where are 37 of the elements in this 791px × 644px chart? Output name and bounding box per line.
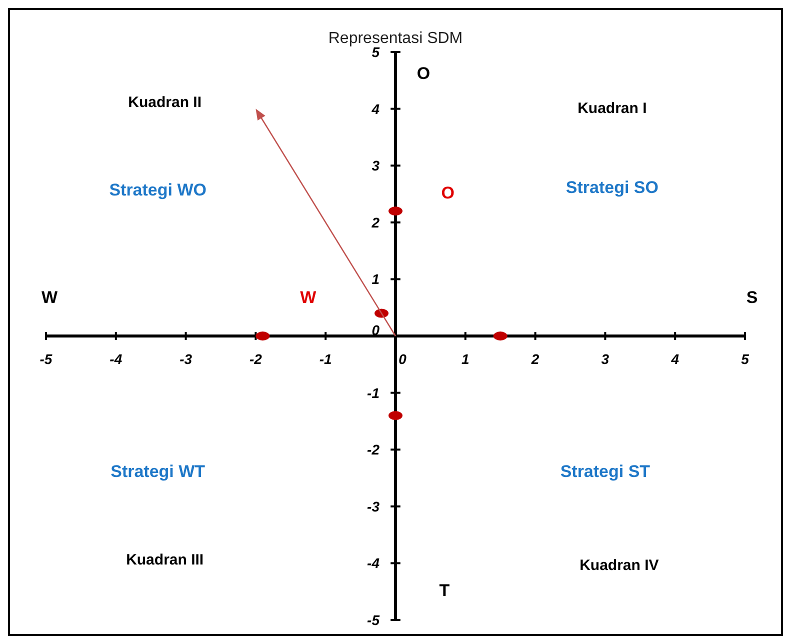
y-tick-label: -5 [367,612,380,628]
annotation: W [41,288,58,307]
x-tick-label: -3 [180,351,192,367]
chart-title: Representasi SDM [327,30,464,47]
annotation: W [300,288,318,307]
y-tick-label: -3 [367,498,380,514]
annotation: Kuadran II [128,94,202,112]
y-tick-label: -1 [367,384,380,401]
x-tick-label: 4 [670,351,680,367]
annotation: Kuadran III [126,551,204,568]
annotation: Strategi SO [566,178,658,197]
text: S [746,288,758,307]
annotation: O [441,183,455,202]
x-tick-label: 2 [530,351,540,367]
annotation: O [416,64,430,84]
x-tick-label: 3 [601,351,610,367]
y-tick-label: 2 [370,214,380,230]
x-tick-label: 5 [741,351,750,367]
annotation: T [439,581,450,600]
y-tick-label: 3 [372,158,380,174]
annotation: Kuadran I [578,100,647,117]
annotation: Strategi WT [110,462,206,481]
y-tick-label: 4 [370,100,380,117]
x-tick-label: 1 [462,351,470,367]
y-tick-label: 1 [372,271,380,288]
annotation: Kuadran IV [580,557,659,574]
x-tick-label: 0 [398,351,407,367]
x-tick-label: -2 [249,351,262,367]
y-tick-label: 5 [372,44,380,60]
annotation: Strategi WO [109,180,206,200]
x-tick-label: -5 [40,351,52,367]
x-tick-label: -4 [110,351,122,367]
y-tick-label: -4 [367,555,380,572]
annotation: Strategi ST [560,462,651,481]
y-tick-label: 0 [372,322,380,338]
x-tick-label: -1 [319,351,332,367]
y-tick-label: -2 [367,442,380,458]
